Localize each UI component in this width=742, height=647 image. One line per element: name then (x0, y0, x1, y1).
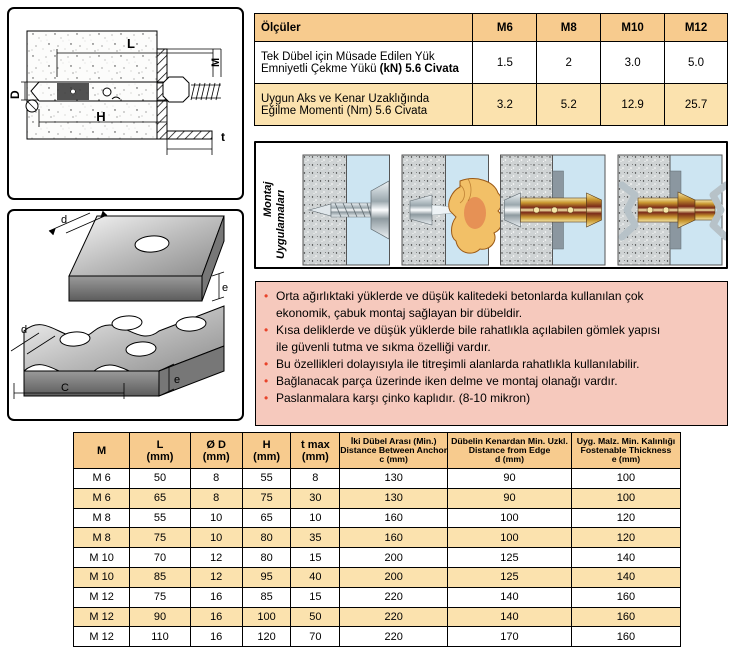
svg-text:e: e (174, 374, 180, 386)
svg-text:C: C (61, 382, 69, 394)
svg-text:d: d (61, 214, 67, 226)
svg-text:t: t (221, 130, 225, 144)
svg-text:M: M (210, 58, 222, 67)
svg-text:d: d (21, 324, 27, 336)
svg-text:D: D (9, 90, 22, 99)
svg-text:L: L (127, 36, 135, 51)
svg-text:H: H (96, 109, 105, 124)
svg-text:e: e (222, 282, 228, 294)
